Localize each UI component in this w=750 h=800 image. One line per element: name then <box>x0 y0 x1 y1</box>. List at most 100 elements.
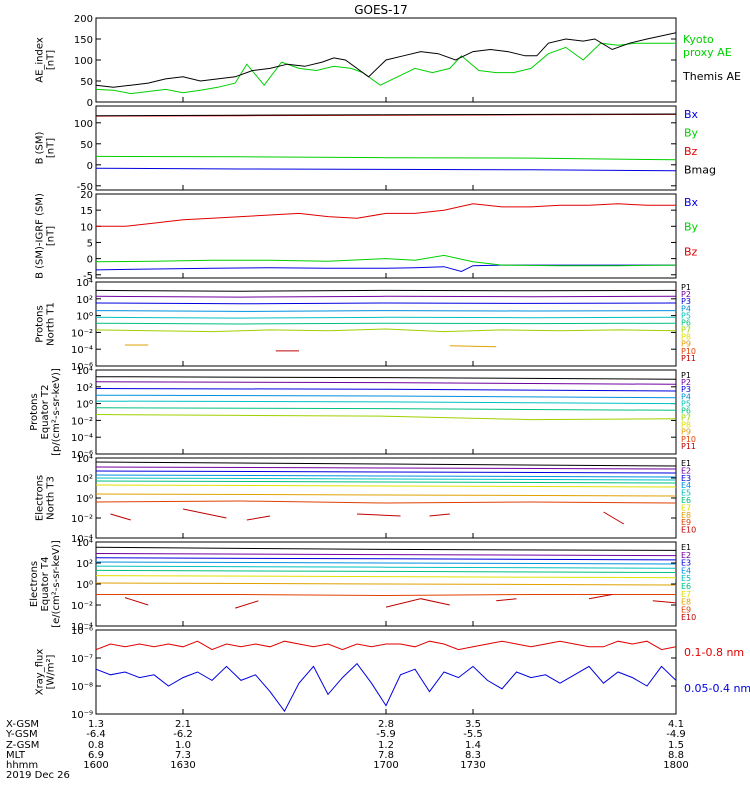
legend-bz: Bz <box>684 145 698 158</box>
series-group <box>96 113 676 172</box>
series-line-kyoto <box>96 42 676 95</box>
legend-e4: E4 <box>681 481 691 490</box>
y-tick-label: 10⁻² <box>71 514 93 525</box>
y-tick-label: 10⁻⁶ <box>71 362 93 373</box>
legend-bz: Bz <box>684 245 698 258</box>
y-tick-label: 10⁻⁴ <box>71 534 93 545</box>
series-line-p7 <box>96 414 676 421</box>
x-row-value: 4.1 <box>668 719 684 730</box>
y-axis-label-line: [e/(cm²-s-sr-keV)] <box>51 540 62 628</box>
y-tick-label: 10⁻⁴ <box>71 345 93 356</box>
y-axis-label-line: Equator T4 <box>40 557 51 612</box>
y-axis-label-line: Electrons <box>35 475 46 521</box>
y-tick-label: 10⁻² <box>71 601 93 612</box>
y-tick-label: 10⁴ <box>76 538 93 549</box>
x-row-value: 1600 <box>83 760 108 771</box>
series-line-e9 <box>96 594 676 597</box>
legend-e8: E8 <box>681 598 691 607</box>
legend-e6: E6 <box>681 582 691 591</box>
series-line-bz <box>96 203 676 227</box>
x-row-value: 1.2 <box>378 740 394 751</box>
y-axis-label-line: Electrons <box>29 561 40 607</box>
legend-by: By <box>684 221 699 234</box>
y-axis-label: ElectronsNorth T3 <box>35 475 57 521</box>
legend-p9: P9 <box>681 428 691 437</box>
legend-xray-1: 0.05-0.4 nm <box>684 682 750 695</box>
series-line-e8 <box>96 582 676 586</box>
legend-p7: P7 <box>681 414 691 423</box>
y-tick-label: 10² <box>76 559 93 570</box>
legend-e6: E6 <box>681 496 691 505</box>
series-line-e1 <box>96 461 676 467</box>
y-axis-label-line: B (SM) <box>35 131 46 164</box>
x-row-label: Z-GSM <box>6 740 39 751</box>
x-row-value: 1730 <box>460 760 485 771</box>
x-row-value: 2.8 <box>378 719 394 730</box>
legend-p1: P1 <box>681 371 691 380</box>
legend-e2: E2 <box>681 551 691 560</box>
series-line-e8 <box>96 493 676 497</box>
legend-e9: E9 <box>681 605 691 614</box>
series-line-p5 <box>96 400 676 405</box>
legend-e10: E10 <box>681 613 696 622</box>
y-tick-label: 100 <box>74 56 93 67</box>
legend-e5: E5 <box>681 574 691 583</box>
x-axis-table: X-GSM 1.3 2.1 2.8 3.5 4.1 Y-GSM -6.4 -6.2 -5.9 -5.… <box>5 719 689 781</box>
y-axis-label-line: North T1 <box>46 302 57 346</box>
y-tick-label: 10⁰ <box>76 312 93 323</box>
panel-bigrf: -5 0 5 10 15 20 B (SM)-IGRF (SM)[nT] Bx By Bz <box>35 190 699 282</box>
series-line-0-05-0-4-nm <box>96 662 676 713</box>
y-tick-label: -5 <box>83 271 93 282</box>
panel-pn: 10⁻⁶ 10⁻⁴ 10⁻² 10⁰ 10² 10⁴ ProtonsNorth T1 P1P2… <box>35 278 697 373</box>
y-tick-label: 10⁻⁴ <box>71 433 93 444</box>
panel-ee: 10⁻⁴ 10⁻² 10⁰ 10² 10⁴ ElectronsEquator T4[e/(… <box>29 538 696 633</box>
x-row-value: 7.8 <box>378 750 394 761</box>
panel-bsm: -50 0 50 100 B (SM)[nT] Bx By Bz Bmag <box>35 105 716 193</box>
panel-en: 10⁻⁴ 10⁻² 10⁰ 10² 10⁴ ElectronsNorth T3 E1E2E3… <box>35 454 697 545</box>
legend-p10: P10 <box>681 347 696 356</box>
series-segment-e10 <box>356 513 401 517</box>
series-line-by <box>96 254 676 267</box>
y-axis-label-line: Xray_flux <box>35 649 46 696</box>
y-tick-label: 10⁻⁶ <box>71 450 93 461</box>
x-row-label: hhmm <box>6 760 38 771</box>
legend-proxy-ae: proxy AE <box>683 46 732 59</box>
series-line-e1 <box>96 546 676 551</box>
series-segment-e10 <box>235 600 259 609</box>
series-line-p9 <box>449 345 497 348</box>
legend-e1: E1 <box>681 459 691 468</box>
series-line-0-1-0-8-nm <box>96 640 676 651</box>
y-tick-label: 10⁴ <box>76 366 93 377</box>
y-axis-label-line: [nT] <box>46 50 57 70</box>
legend-e4: E4 <box>681 566 691 575</box>
series-line-p1 <box>96 289 676 292</box>
y-tick-label: 5 <box>87 238 93 249</box>
series-line-p1 <box>96 376 676 380</box>
y-tick-label: 10⁰ <box>76 494 93 505</box>
y-tick-label: 10⁻⁴ <box>71 622 93 633</box>
series-group <box>96 32 676 95</box>
legend-p4: P4 <box>681 304 691 313</box>
series-group <box>96 461 676 525</box>
series-line-e4 <box>96 561 676 565</box>
legend-e1: E1 <box>681 543 691 552</box>
y-tick-label: 0 <box>87 161 93 172</box>
legend-e7: E7 <box>681 590 691 599</box>
legend-p7: P7 <box>681 326 691 335</box>
legend-e2: E2 <box>681 466 691 475</box>
y-tick-label: 50 <box>80 77 93 88</box>
x-row-value: 1630 <box>170 760 195 771</box>
legend-e8: E8 <box>681 511 691 520</box>
series-line-by <box>96 155 676 161</box>
y-tick-label: 10² <box>76 295 93 306</box>
series-line-e6 <box>96 480 676 484</box>
legend-p8: P8 <box>681 421 691 430</box>
x-row-value: -5.5 <box>463 729 483 740</box>
y-axis-label-line: Equator T2 <box>40 385 51 440</box>
legend-by: By <box>684 127 699 140</box>
y-axis-label-line: North T3 <box>46 476 57 520</box>
legend-p11: P11 <box>681 442 696 451</box>
series-group <box>96 640 676 713</box>
y-axis-label: B (SM)[nT] <box>35 131 57 164</box>
